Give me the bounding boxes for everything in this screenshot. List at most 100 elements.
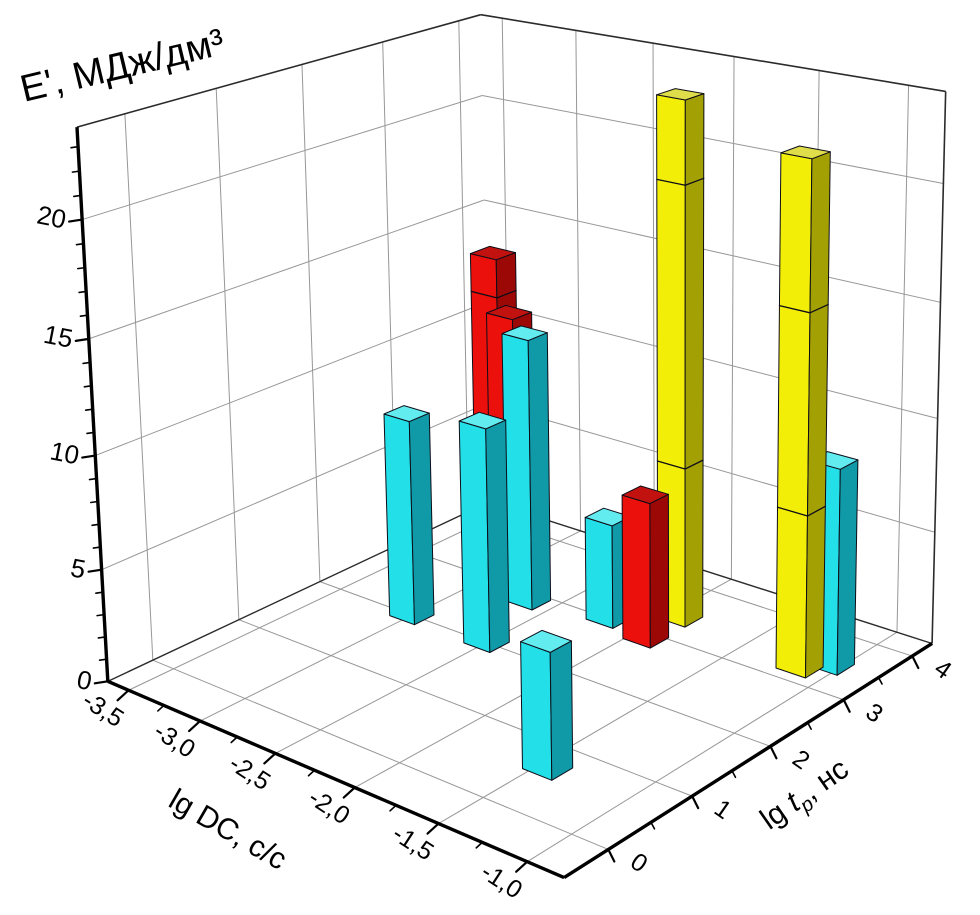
x-axis-title: lg DC, с/с: [163, 783, 292, 877]
x-axis-minor-tick: [307, 769, 316, 777]
z-axis-minor-tick: [98, 658, 108, 661]
z-axis-tick: [68, 218, 84, 223]
bar-segment-line: [809, 303, 829, 314]
z-axis-minor-tick: [83, 385, 93, 388]
floor-gridline: [128, 507, 511, 691]
z-axis-minor-tick: [88, 477, 98, 481]
bar-red: [621, 485, 670, 649]
z-axis-minor-tick: [82, 361, 91, 365]
bar-side-face: [485, 419, 510, 653]
x-axis-tick: [116, 689, 130, 702]
bar-segment-line: [806, 505, 826, 517]
z-tick-label: 10: [48, 435, 82, 470]
z-tick-label: 0: [74, 664, 94, 696]
wall-floor-edge: [489, 501, 933, 645]
z-axis-minor-tick: [71, 170, 81, 173]
z-tick-label: 15: [41, 319, 75, 354]
y-tick-label: 0: [625, 847, 652, 878]
y-axis: [563, 642, 933, 880]
bar-front-face: [520, 641, 553, 781]
y-axis-minor-tick: [731, 769, 737, 779]
x-tick-label: -2,0: [303, 783, 354, 830]
floor-gridline: [238, 619, 693, 797]
bar-segment-line: [778, 304, 811, 314]
z-axis-minor-tick: [86, 431, 95, 435]
bar-side-face: [836, 459, 859, 676]
z-axis-minor-tick: [96, 613, 105, 617]
bar-top-face: [458, 411, 507, 430]
bar-side-face: [684, 93, 705, 628]
bar-top-face: [780, 145, 831, 160]
bar-segment-line: [776, 506, 809, 517]
right-wall-gridline: [487, 402, 935, 533]
bar-top-face: [520, 629, 572, 653]
z-axis-minor-tick: [97, 636, 107, 639]
z-axis-minor-tick: [78, 290, 87, 294]
bar-cyan: [501, 325, 552, 611]
bar-top-face: [501, 325, 548, 342]
z-axis-minor-tick: [91, 523, 100, 527]
bar-segment-line: [470, 290, 498, 299]
z-axis-tick: [93, 680, 109, 685]
bar-yellow: [775, 145, 831, 679]
y-axis-minor-tick: [650, 821, 656, 830]
bar-top-face: [621, 485, 669, 505]
z-axis-minor-tick: [70, 145, 79, 149]
bar-top-face: [469, 245, 516, 261]
bar-segment-line: [684, 459, 704, 470]
bar-segment-line: [496, 289, 517, 299]
x-axis-minor-tick: [389, 804, 397, 812]
y-axis-title: lg tp, нс: [754, 752, 857, 840]
wall-top-edge: [76, 13, 481, 128]
y-axis-tick: [842, 698, 851, 713]
y-axis-tick: [607, 848, 616, 863]
y-axis-tick: [769, 745, 778, 760]
z-axis-minor-tick: [75, 242, 85, 246]
y-axis-tick: [691, 795, 700, 810]
x-tick-label: -1,5: [387, 819, 438, 866]
z-tick-label: 20: [35, 200, 69, 235]
bar-cyan: [520, 629, 574, 781]
x-axis-tick: [342, 786, 356, 799]
bar-segment-line: [656, 460, 686, 470]
bar-segment-line: [684, 177, 705, 186]
x-tick-label: -3,0: [149, 717, 200, 764]
y-axis-tick: [911, 654, 920, 670]
z-tick-label: 5: [68, 552, 88, 584]
z-axis-minor-tick: [72, 194, 82, 198]
y-axis-minor-tick: [877, 676, 883, 685]
bar-cyan: [383, 405, 435, 626]
x-axis-tick: [187, 719, 202, 733]
bar-top-face: [383, 405, 430, 423]
wall-top-edge: [480, 13, 946, 93]
y-axis-minor-tick: [806, 721, 812, 730]
floor-gridline: [438, 604, 813, 825]
x-axis-tick: [515, 860, 529, 873]
x-tick-label: -2,5: [224, 749, 275, 796]
z-axis-tick: [81, 454, 97, 459]
x-axis-minor-tick: [157, 704, 165, 712]
x-tick-label: -1,0: [476, 858, 527, 905]
z-axis-tick: [87, 568, 103, 573]
bar-top-face: [656, 88, 705, 101]
z-axis-minor-tick: [95, 591, 104, 594]
z-axis-minor-tick: [84, 408, 94, 411]
right-wall-gridline: [484, 199, 941, 303]
y-tick-label: 4: [929, 654, 957, 685]
bar-front-face: [458, 420, 491, 653]
z-axis-tick: [74, 337, 90, 342]
z-axis-minor-tick: [90, 500, 99, 504]
bar-top-face: [486, 304, 533, 321]
x-axis-tick: [263, 752, 277, 765]
right-wall-gridline: [482, 94, 944, 185]
bar-side-face: [549, 640, 574, 781]
z-axis-minor-tick: [79, 314, 89, 318]
left-wall-gridline: [81, 95, 483, 221]
bar-segment-line: [656, 178, 686, 186]
z-axis-minor-tick: [77, 266, 86, 270]
right-wall-gridline: [485, 302, 938, 420]
floor-gridline: [152, 659, 609, 850]
y-tick-label: 3: [861, 698, 888, 729]
